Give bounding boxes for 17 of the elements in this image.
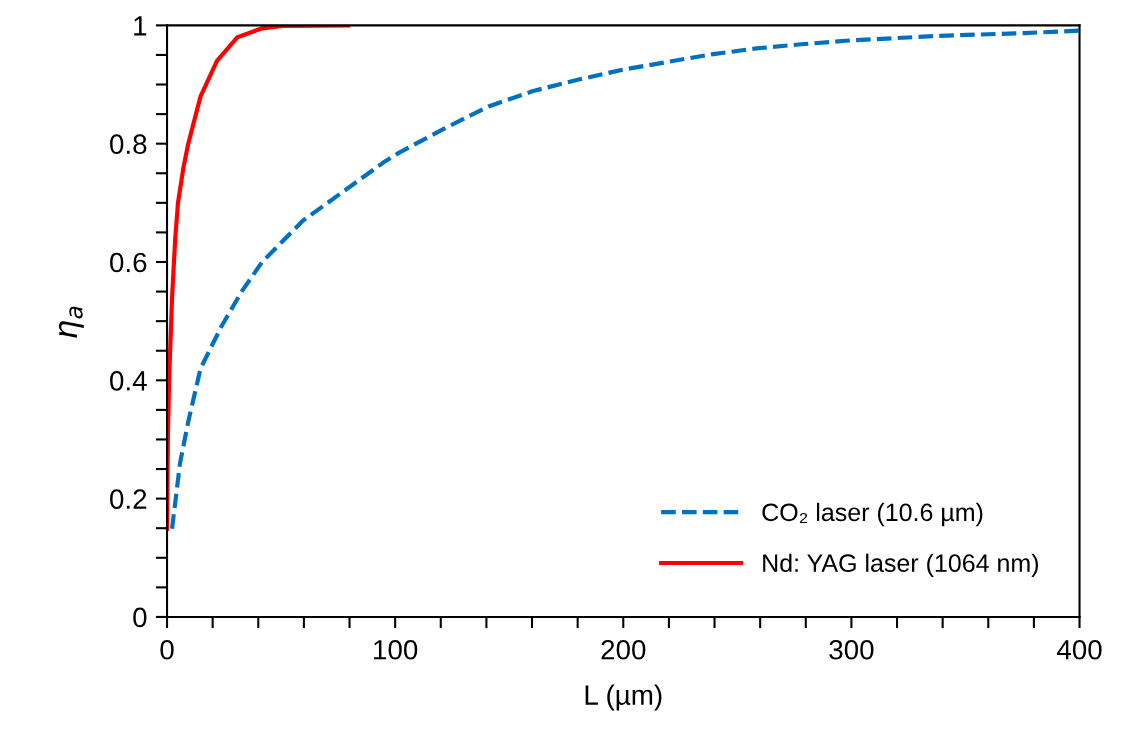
x-tick-label: 400 — [1056, 639, 1102, 660]
y-tick-label: 0.4 — [110, 370, 147, 391]
x-tick-label: 200 — [601, 639, 646, 660]
x-axis-title: L (µm) — [585, 684, 662, 711]
y-tick-label: 0.2 — [110, 489, 147, 509]
x-tick-label: 100 — [374, 639, 418, 660]
line-series — [167, 25, 351, 531]
y-tick-label: 0 — [133, 607, 147, 628]
y-tick-label: 0.8 — [110, 134, 147, 155]
x-tick-label: 0 — [160, 639, 174, 660]
legend-label: Nd: YAG laser (1064 nm) — [763, 553, 1038, 577]
legend-label: CO₂ laser (10.6 µm) — [762, 502, 983, 527]
x-tick-label: 300 — [829, 639, 874, 660]
y-axis-title: η$_{a}$ — [58, 306, 84, 338]
y-tick-label: 0.6 — [110, 252, 147, 273]
y-tick-label: 1 — [134, 16, 147, 36]
line-series — [169, 28, 1080, 531]
